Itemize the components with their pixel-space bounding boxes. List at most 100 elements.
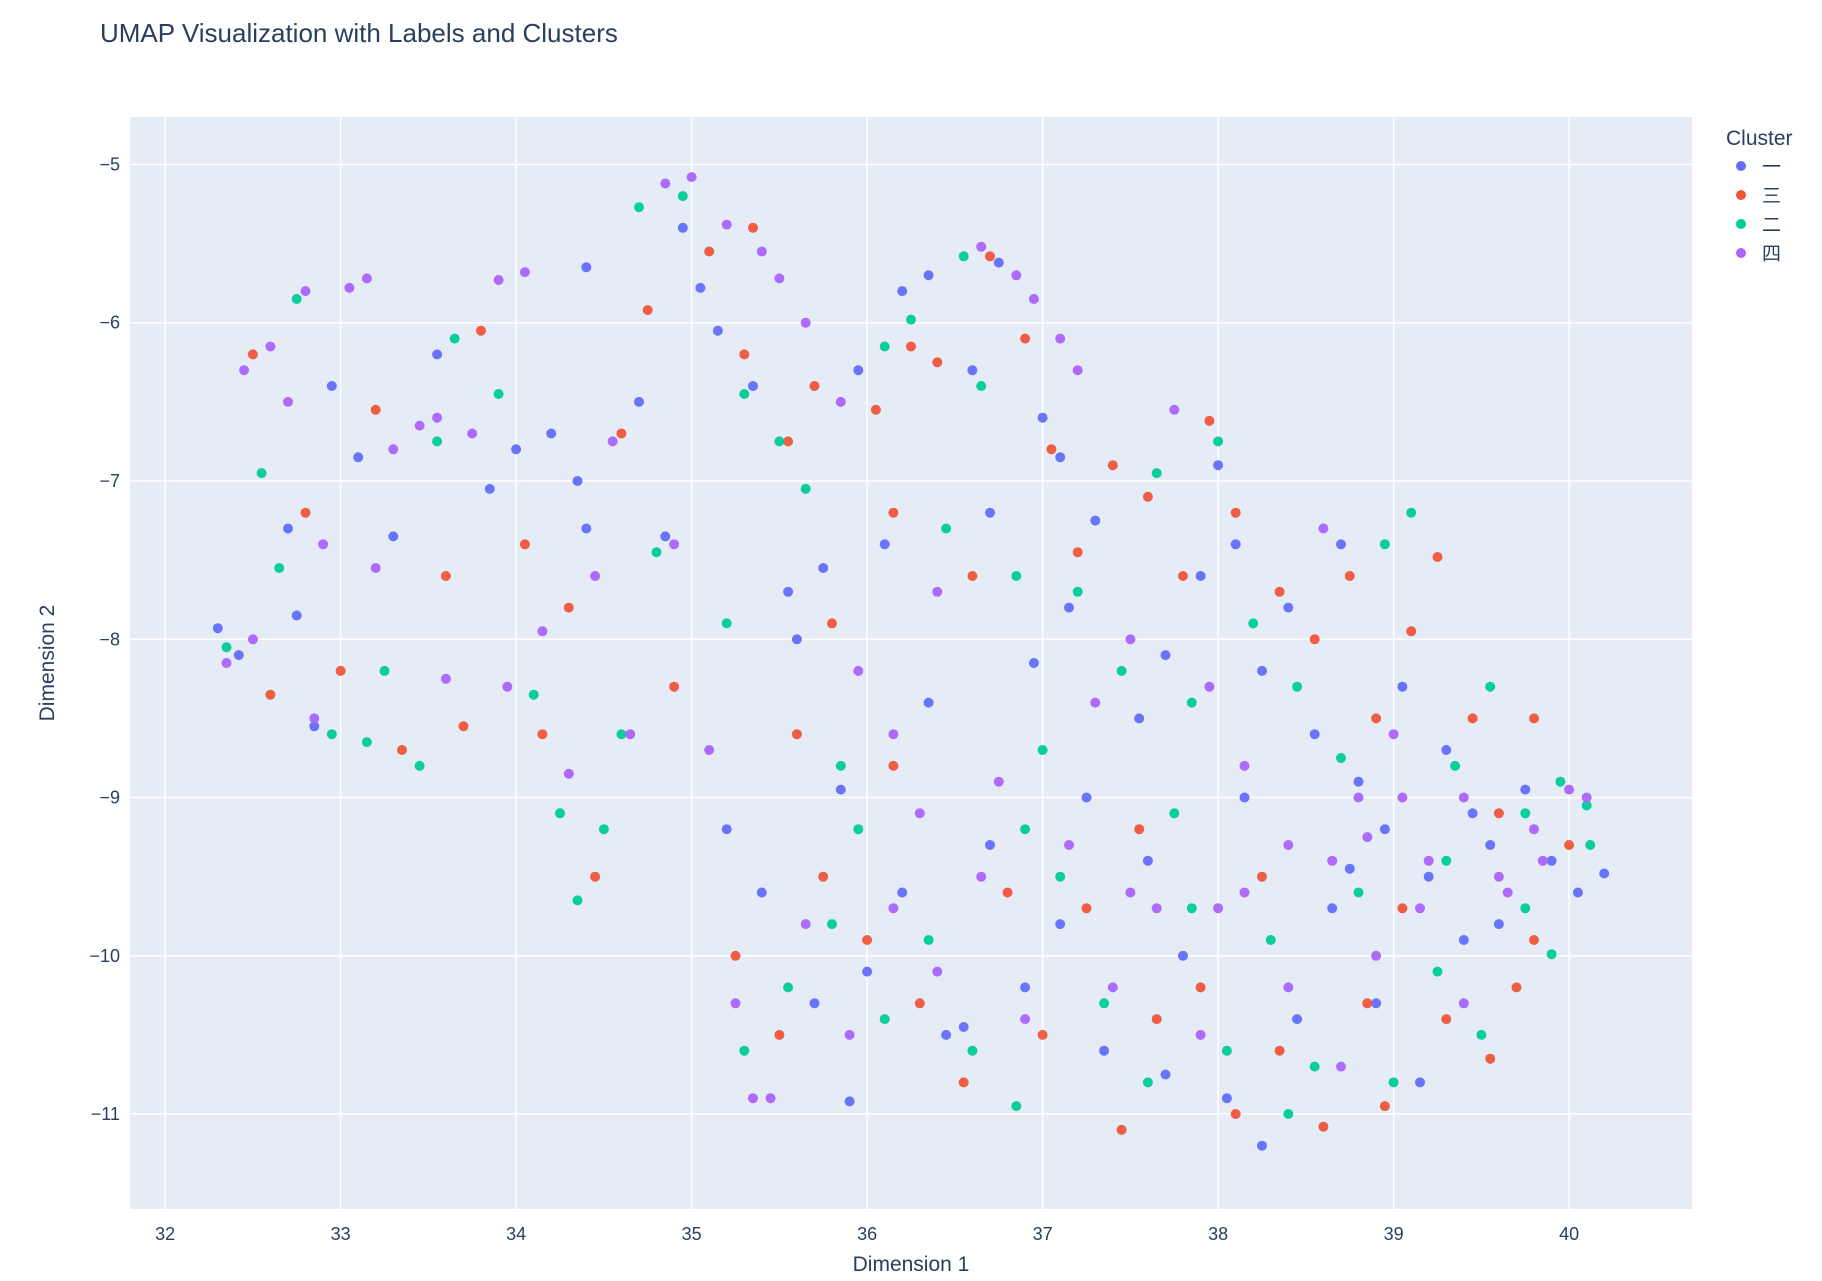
data-point[interactable] xyxy=(432,436,443,447)
data-point[interactable] xyxy=(1406,507,1417,518)
data-point[interactable] xyxy=(888,507,899,518)
data-point[interactable] xyxy=(669,681,680,692)
data-point[interactable] xyxy=(888,729,899,740)
data-point[interactable] xyxy=(958,251,969,262)
data-point[interactable] xyxy=(1441,745,1452,755)
data-point[interactable] xyxy=(1257,871,1267,882)
data-point[interactable] xyxy=(941,1029,952,1040)
data-point[interactable] xyxy=(1520,903,1531,914)
data-point[interactable] xyxy=(361,737,372,748)
data-point[interactable] xyxy=(388,531,399,542)
data-point[interactable] xyxy=(239,365,250,376)
data-point[interactable] xyxy=(1204,681,1215,692)
data-point[interactable] xyxy=(1186,697,1197,708)
data-point[interactable] xyxy=(1397,792,1408,803)
data-point[interactable] xyxy=(800,919,811,930)
data-point[interactable] xyxy=(985,840,995,850)
data-point[interactable] xyxy=(256,468,267,479)
data-point[interactable] xyxy=(1379,1101,1390,1112)
data-point[interactable] xyxy=(923,935,934,945)
data-point[interactable] xyxy=(1336,753,1346,763)
data-point[interactable] xyxy=(1142,491,1153,502)
data-point[interactable] xyxy=(853,824,864,835)
data-point[interactable] xyxy=(1441,855,1452,866)
data-point[interactable] xyxy=(1037,1029,1048,1040)
data-point[interactable] xyxy=(590,871,601,882)
data-point[interactable] xyxy=(818,563,829,573)
data-point[interactable] xyxy=(1493,919,1504,930)
data-point[interactable] xyxy=(1336,1061,1346,1072)
data-point[interactable] xyxy=(844,1029,855,1040)
data-point[interactable] xyxy=(1450,760,1461,771)
data-point[interactable] xyxy=(651,547,662,558)
data-point[interactable] xyxy=(809,998,820,1009)
data-point[interactable] xyxy=(309,721,320,732)
data-point[interactable] xyxy=(1107,460,1118,471)
data-point[interactable] xyxy=(1151,903,1162,914)
data-point[interactable] xyxy=(853,665,864,676)
legend-item[interactable]: 四 xyxy=(1736,244,1781,265)
data-point[interactable] xyxy=(283,396,293,407)
data-point[interactable] xyxy=(888,760,899,771)
data-point[interactable] xyxy=(1169,808,1180,819)
data-point[interactable] xyxy=(1160,1069,1171,1080)
data-point[interactable] xyxy=(704,745,715,755)
data-point[interactable] xyxy=(581,262,592,273)
legend-item[interactable]: 一 xyxy=(1736,157,1781,178)
data-point[interactable] xyxy=(783,586,794,597)
data-point[interactable] xyxy=(932,966,943,977)
data-point[interactable] xyxy=(1327,855,1338,866)
data-point[interactable] xyxy=(1292,681,1303,692)
data-point[interactable] xyxy=(1072,586,1083,597)
data-point[interactable] xyxy=(1283,602,1294,613)
data-point[interactable] xyxy=(598,824,609,835)
data-point[interactable] xyxy=(1239,792,1250,803)
data-point[interactable] xyxy=(1134,824,1145,835)
data-point[interactable] xyxy=(1028,658,1039,668)
data-point[interactable] xyxy=(590,571,601,581)
data-point[interactable] xyxy=(1257,665,1267,676)
data-point[interactable] xyxy=(212,623,223,634)
data-point[interactable] xyxy=(1090,515,1101,526)
data-point[interactable] xyxy=(1204,415,1215,426)
data-point[interactable] xyxy=(1511,982,1522,993)
data-point[interactable] xyxy=(1213,903,1224,914)
data-point[interactable] xyxy=(634,396,644,407)
data-point[interactable] xyxy=(616,428,627,439)
data-point[interactable] xyxy=(221,642,232,653)
data-point[interactable] xyxy=(721,219,732,230)
data-point[interactable] xyxy=(862,966,873,977)
data-point[interactable] xyxy=(993,776,1004,787)
data-point[interactable] xyxy=(1476,1029,1487,1040)
data-point[interactable] xyxy=(1064,602,1074,613)
data-point[interactable] xyxy=(1388,729,1399,740)
data-point[interactable] xyxy=(519,539,530,550)
data-point[interactable] xyxy=(537,626,548,637)
data-point[interactable] xyxy=(1493,871,1504,882)
data-point[interactable] xyxy=(414,760,425,771)
data-point[interactable] xyxy=(1353,792,1364,803)
data-point[interactable] xyxy=(1467,713,1478,724)
data-point[interactable] xyxy=(1055,452,1066,463)
data-point[interactable] xyxy=(739,1045,750,1056)
data-point[interactable] xyxy=(748,381,758,391)
data-point[interactable] xyxy=(800,483,811,494)
data-point[interactable] xyxy=(1064,840,1074,850)
data-point[interactable] xyxy=(361,273,372,284)
data-point[interactable] xyxy=(906,341,916,352)
data-point[interactable] xyxy=(1028,294,1039,304)
data-point[interactable] xyxy=(1458,935,1469,945)
data-point[interactable] xyxy=(476,325,486,336)
data-point[interactable] xyxy=(809,381,820,391)
data-point[interactable] xyxy=(1037,745,1048,755)
data-point[interactable] xyxy=(1142,1077,1153,1088)
data-point[interactable] xyxy=(853,365,864,376)
data-point[interactable] xyxy=(993,257,1004,268)
data-point[interactable] xyxy=(862,935,873,945)
data-point[interactable] xyxy=(1415,903,1425,914)
data-point[interactable] xyxy=(976,381,987,391)
data-point[interactable] xyxy=(1555,776,1566,787)
data-point[interactable] xyxy=(1221,1093,1232,1104)
data-point[interactable] xyxy=(712,325,723,336)
data-point[interactable] xyxy=(897,887,908,898)
